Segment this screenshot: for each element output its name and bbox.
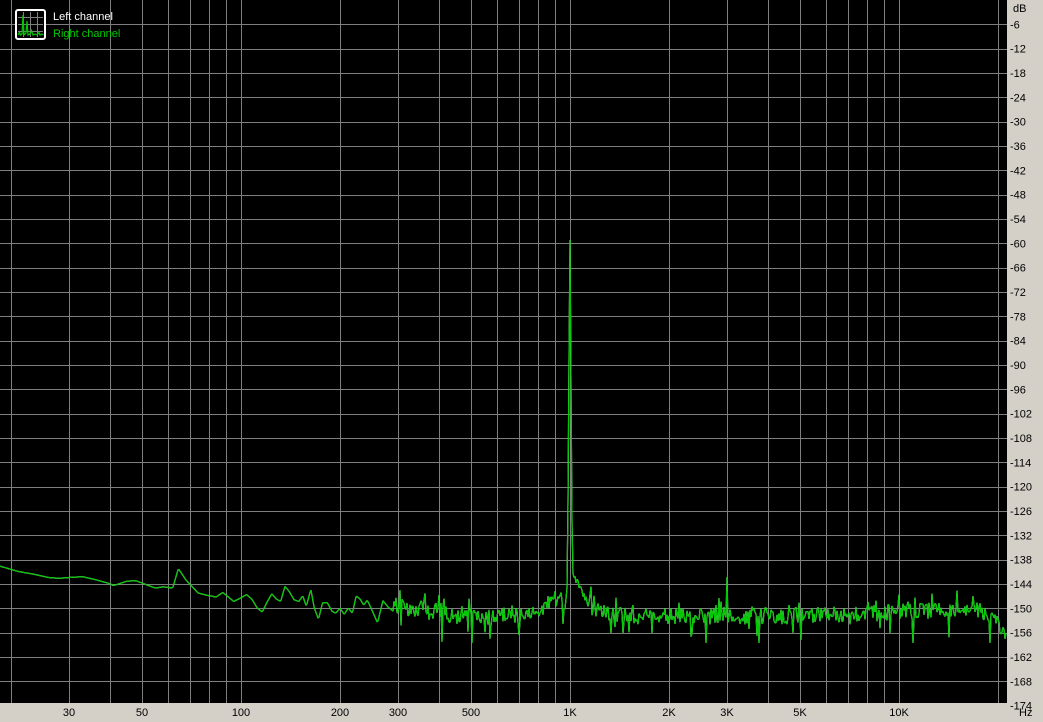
y-axis-tick-label: -156	[1010, 628, 1032, 640]
y-axis-tick-label: -6	[1010, 19, 1020, 31]
x-axis-tick-label: 10K	[889, 707, 909, 719]
y-axis-tick-label: -12	[1010, 44, 1026, 56]
y-axis-tick-label: -42	[1010, 165, 1026, 177]
x-axis-tick-label: 50	[136, 707, 148, 719]
y-axis-tick-label: -84	[1010, 336, 1026, 348]
y-axis-tick-label: -132	[1010, 530, 1032, 542]
y-axis-tick-label: -30	[1010, 117, 1026, 129]
bottom-axis-panel	[0, 703, 1043, 722]
x-axis-tick-label: 200	[331, 707, 349, 719]
y-axis-tick-label: -168	[1010, 676, 1032, 688]
y-axis-tick-label: -24	[1010, 92, 1026, 104]
legend-left-channel-label: Left channel	[53, 11, 113, 23]
y-axis-tick-label: -18	[1010, 68, 1026, 80]
y-axis-tick-label: -120	[1010, 482, 1032, 494]
y-axis-tick-label: -48	[1010, 190, 1026, 202]
y-axis-tick-label: -126	[1010, 506, 1032, 518]
y-axis-tick-label: -174	[1010, 701, 1032, 713]
y-axis-tick-label: -138	[1010, 555, 1032, 567]
x-axis-tick-label: 1K	[563, 707, 577, 719]
x-axis-tick-label: 100	[232, 707, 250, 719]
x-axis-tick-label: 5K	[793, 707, 807, 719]
y-axis-tick-label: -162	[1010, 652, 1032, 664]
x-axis-unit-label: Hz	[1019, 707, 1032, 719]
y-axis-tick-label: -60	[1010, 238, 1026, 250]
x-axis-tick-label: 300	[389, 707, 407, 719]
legend-right-channel-label: Right channel	[53, 28, 121, 40]
y-axis-tick-label: -66	[1010, 263, 1026, 275]
x-axis-tick-label: 30	[63, 707, 75, 719]
y-axis-tick-label: -54	[1010, 214, 1026, 226]
plot-background	[0, 0, 1007, 703]
right-axis-panel	[1007, 0, 1043, 703]
y-axis-tick-label: -108	[1010, 433, 1032, 445]
y-axis-tick-label: -144	[1010, 579, 1032, 591]
x-axis-tick-label: 3K	[720, 707, 734, 719]
y-axis-tick-label: -36	[1010, 141, 1026, 153]
grid-horizontal	[0, 24, 1007, 682]
x-axis-tick-label: 2K	[662, 707, 676, 719]
x-axis-labels: 30 50 100 200 300 500 1K 2K 3K 5K 10K Hz	[63, 707, 1033, 719]
right-channel-trace	[0, 240, 1007, 643]
y-axis-labels: dB -6 -12 -18 -24 -30 -36 -42 -48 -54 -60 -66 -72 -78…	[1010, 3, 1032, 713]
y-axis-unit-label: dB	[1013, 3, 1026, 15]
y-axis-tick-label: -78	[1010, 311, 1026, 323]
y-axis-tick-label: -72	[1010, 287, 1026, 299]
y-axis-tick-label: -90	[1010, 360, 1026, 372]
y-axis-tick-label: -150	[1010, 603, 1032, 615]
y-axis-tick-label: -114	[1010, 457, 1031, 469]
spectrum-thumbnail-icon	[15, 9, 46, 40]
x-axis-tick-label: 500	[462, 707, 480, 719]
y-axis-tick-label: -102	[1010, 409, 1032, 421]
y-axis-tick-label: -96	[1010, 384, 1026, 396]
legend: Left channel Right channel	[15, 9, 120, 43]
